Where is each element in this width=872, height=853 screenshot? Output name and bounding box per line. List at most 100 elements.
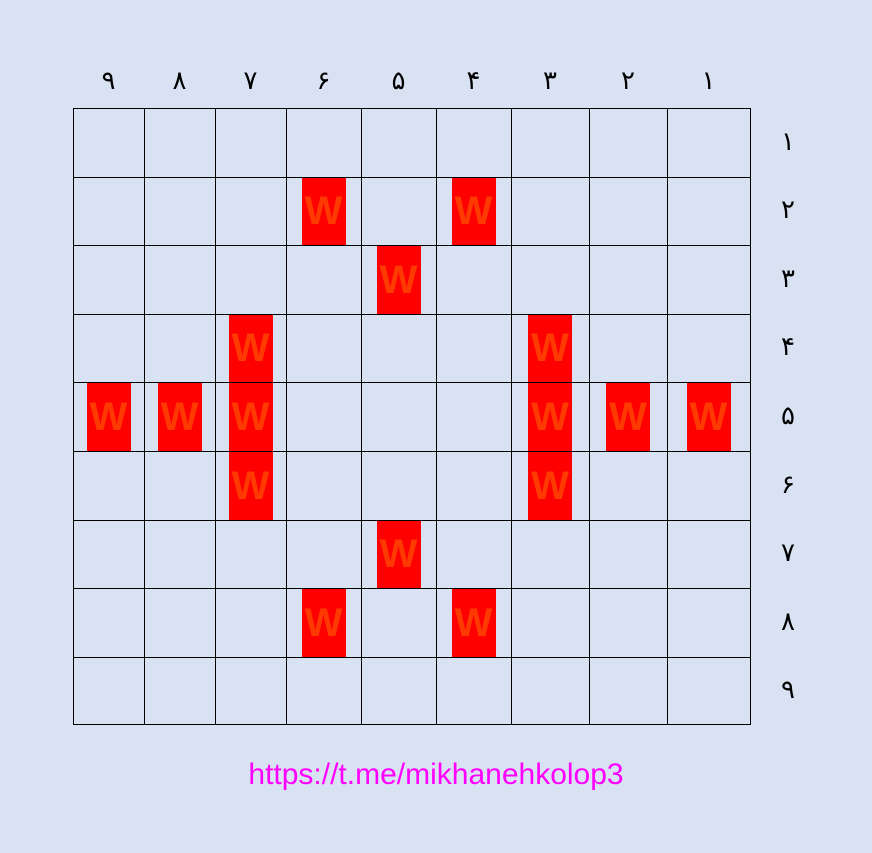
board-cell[interactable] <box>361 657 436 724</box>
board-cell[interactable] <box>215 108 286 177</box>
board-cell[interactable] <box>286 451 361 520</box>
grid-line-horizontal <box>73 520 751 521</box>
grid-line-vertical <box>73 108 74 725</box>
board-cell[interactable] <box>144 314 215 382</box>
board-cell[interactable] <box>144 451 215 520</box>
board-cell[interactable] <box>667 314 750 382</box>
telegram-link[interactable]: https://t.me/mikhanehkolop3 <box>248 758 624 791</box>
w-tile[interactable]: W <box>376 521 421 588</box>
row-label: ۴ <box>781 332 795 362</box>
board-cell[interactable] <box>667 520 750 588</box>
board-cell[interactable] <box>73 588 144 657</box>
board-cell[interactable] <box>436 108 511 177</box>
board-cell[interactable] <box>511 245 589 314</box>
board-cell[interactable] <box>667 108 750 177</box>
w-tile[interactable]: W <box>86 383 131 451</box>
board-cell[interactable] <box>361 588 436 657</box>
w-tile[interactable]: W <box>376 246 421 314</box>
grid-line-horizontal <box>73 177 751 178</box>
w-tile[interactable]: W <box>228 452 273 520</box>
grid-line-horizontal <box>73 382 751 383</box>
board-cell[interactable] <box>589 657 667 724</box>
board-cell[interactable] <box>436 382 511 451</box>
board-cell[interactable] <box>589 588 667 657</box>
board-cell[interactable] <box>511 520 589 588</box>
board-cell[interactable] <box>215 588 286 657</box>
w-tile[interactable]: W <box>157 383 202 451</box>
board-cell[interactable] <box>667 588 750 657</box>
board-cell[interactable] <box>361 177 436 245</box>
board-cell[interactable] <box>511 177 589 245</box>
w-tile[interactable]: W <box>528 383 572 451</box>
board-cell[interactable] <box>589 177 667 245</box>
w-tile[interactable]: W <box>451 178 496 245</box>
board-cell[interactable] <box>436 245 511 314</box>
grid-line-vertical <box>511 108 512 725</box>
board-cell[interactable] <box>73 177 144 245</box>
board-cell[interactable] <box>215 657 286 724</box>
board-cell[interactable] <box>589 245 667 314</box>
grid-line-horizontal <box>73 245 751 246</box>
board-cell[interactable] <box>286 382 361 451</box>
board-cell[interactable] <box>589 314 667 382</box>
board-cell[interactable] <box>73 520 144 588</box>
board-cell[interactable] <box>144 108 215 177</box>
w-tile[interactable]: W <box>301 589 346 657</box>
column-label: ٩ <box>101 66 116 96</box>
w-tile[interactable]: W <box>528 315 572 382</box>
board-cell[interactable] <box>511 657 589 724</box>
board-cell[interactable] <box>667 657 750 724</box>
grid-line-vertical <box>589 108 590 725</box>
board-cell[interactable] <box>511 108 589 177</box>
board-cell[interactable] <box>436 451 511 520</box>
board-cell[interactable] <box>286 657 361 724</box>
board-cell[interactable] <box>436 520 511 588</box>
board-cell[interactable] <box>144 520 215 588</box>
w-tile[interactable]: W <box>301 178 346 245</box>
board-cell[interactable] <box>436 314 511 382</box>
board-cell[interactable] <box>589 108 667 177</box>
w-tile[interactable]: W <box>686 383 731 451</box>
board-cell[interactable] <box>286 314 361 382</box>
board-cell[interactable] <box>73 451 144 520</box>
row-label: ۶ <box>781 469 795 500</box>
board-cell[interactable] <box>361 382 436 451</box>
w-tile[interactable]: W <box>528 452 572 520</box>
board-cell[interactable] <box>511 588 589 657</box>
board-cell[interactable] <box>589 520 667 588</box>
board-cell[interactable] <box>361 108 436 177</box>
row-label: ٨ <box>781 606 795 637</box>
grid-line-horizontal <box>73 451 751 452</box>
board-cell[interactable] <box>73 314 144 382</box>
board-cell[interactable] <box>144 588 215 657</box>
board-cell[interactable] <box>144 177 215 245</box>
grid-line-horizontal <box>73 588 751 589</box>
board-cell[interactable] <box>667 177 750 245</box>
w-tile[interactable]: W <box>228 383 273 451</box>
board-cell[interactable] <box>144 245 215 314</box>
w-tile[interactable]: W <box>606 383 650 451</box>
board-cell[interactable] <box>667 245 750 314</box>
row-label: ٣ <box>781 263 795 294</box>
board-cell[interactable] <box>436 657 511 724</box>
row-label: ٢ <box>781 195 795 225</box>
board-cell[interactable] <box>589 451 667 520</box>
board-cell[interactable] <box>73 657 144 724</box>
board-cell[interactable] <box>73 245 144 314</box>
board-cell[interactable] <box>215 177 286 245</box>
w-tile[interactable]: W <box>228 315 273 382</box>
board-cell[interactable] <box>361 314 436 382</box>
board-cell[interactable] <box>286 245 361 314</box>
row-label: ٩ <box>781 674 795 705</box>
board-cell[interactable] <box>361 451 436 520</box>
board-cell[interactable] <box>667 451 750 520</box>
w-tile[interactable]: W <box>451 589 496 657</box>
board-cell[interactable] <box>286 108 361 177</box>
board-cell[interactable] <box>286 520 361 588</box>
board-cell[interactable] <box>73 108 144 177</box>
column-label: ٣ <box>543 66 557 96</box>
board-cell[interactable] <box>215 245 286 314</box>
grid-line-vertical <box>436 108 437 725</box>
board-cell[interactable] <box>215 520 286 588</box>
board-cell[interactable] <box>144 657 215 724</box>
